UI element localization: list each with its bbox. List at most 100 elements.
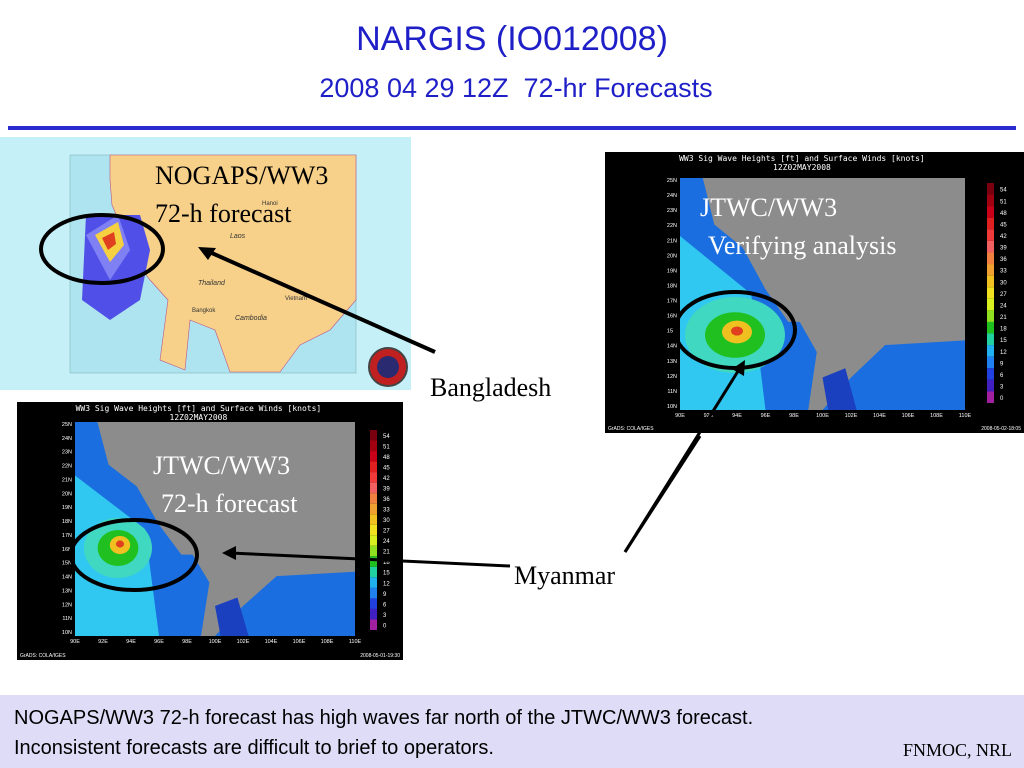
colorbar-label: 42 (1000, 234, 1007, 240)
colorbar-label: 45 (1000, 222, 1007, 228)
colorbar-segment (987, 379, 994, 392)
colorbar-segment (370, 461, 377, 473)
colorbar-label: 36 (1000, 257, 1007, 263)
colorbar-segment (370, 440, 377, 452)
lon-label: 102E (845, 413, 858, 419)
map-label: Hanoi (262, 201, 278, 207)
lon-label: 102E (237, 639, 250, 645)
arrowhead (198, 247, 216, 260)
colorbar-segment (370, 482, 377, 494)
colorbar-label: 12 (1000, 350, 1007, 356)
colorbar-segment (987, 194, 994, 207)
lat-label: 23N (667, 208, 677, 214)
colorbar-label: 42 (383, 476, 390, 482)
colorbar-segment (370, 587, 377, 599)
lon-label: 106E (293, 639, 306, 645)
colorbar-label: 27 (1000, 292, 1007, 298)
panel-label: Verifying analysis (708, 231, 896, 260)
map-label: Bangkok (192, 308, 216, 314)
colorbar-label: 48 (383, 455, 390, 461)
colorbar-label: 36 (383, 497, 390, 503)
lat-label: 21N (62, 477, 72, 483)
slide-subtitle: 2008 04 29 12Z 72-hr Forecasts (319, 73, 712, 103)
colorbar-label: 6 (383, 602, 387, 608)
lon-label: 104E (265, 639, 278, 645)
colorbar-segment (987, 206, 994, 218)
lon-label: 92E (98, 639, 108, 645)
lat-label: 20N (62, 491, 72, 497)
colorbar-label: 15 (383, 571, 390, 577)
lat-label: 10N (62, 630, 72, 636)
colorbar-segment (987, 391, 994, 403)
colorbar-segment (370, 598, 377, 609)
colorbar-label: 48 (1000, 211, 1007, 217)
colorbar-segment (987, 356, 994, 369)
colorbar-label: 18 (383, 560, 390, 566)
lat-label: 11N (62, 616, 72, 622)
lat-label: 11N (667, 389, 677, 395)
land (702, 178, 965, 410)
lat-label: 15N (62, 561, 72, 567)
colorbar-segment (987, 345, 994, 357)
map-label: Cambodia (235, 315, 267, 322)
colorbar-label: 30 (383, 518, 390, 524)
colorbar-segment (987, 368, 994, 380)
highlight-ellipse (69, 518, 199, 592)
colorbar-label: 54 (383, 434, 390, 440)
lat-label: 14N (62, 575, 72, 581)
colorbar-label: 39 (383, 487, 390, 493)
lat-label: 16N (62, 547, 72, 553)
lon-label: 90E (70, 639, 80, 645)
callout-label: Myanmar (514, 561, 615, 590)
colorbar-segment (987, 333, 994, 346)
colorbar-segment (370, 514, 377, 525)
lat-label: 21N (667, 238, 677, 244)
lon-label: 104E (873, 413, 886, 419)
colorbar-segment (987, 275, 994, 288)
lon-label: 98E (789, 413, 799, 419)
colorbar-segment (987, 287, 994, 299)
panel-label: JTWC/WW3 (153, 451, 290, 480)
footer-credit: FNMOC, NRL (903, 740, 1012, 760)
colorbar-label: 24 (1000, 303, 1007, 309)
colorbar-segment (987, 252, 994, 265)
colorbar-segment (370, 608, 377, 620)
lat-label: 13N (62, 588, 72, 594)
colorbar-segment (987, 298, 994, 311)
lat-label: 20N (667, 253, 677, 259)
arrow (204, 248, 436, 354)
colorbar-segment (370, 619, 377, 630)
wave-peak (731, 326, 743, 336)
lon-label: 100E (816, 413, 829, 419)
lat-label: 23N (62, 450, 72, 456)
colorbar-label: 6 (1000, 373, 1004, 379)
colorbar-label: 27 (383, 529, 390, 535)
colorbar-label: 54 (1000, 188, 1007, 194)
footer-box (0, 695, 1024, 768)
plot-footer: 2008-05-02-18:05 (981, 426, 1021, 432)
colorbar-label: 51 (1000, 199, 1007, 205)
lat-label: 12N (667, 374, 677, 380)
colorbar-label: 51 (383, 444, 390, 450)
colorbar-label: 0 (383, 623, 387, 629)
map-label: Vietnam (285, 296, 307, 302)
colorbar-label: 18 (1000, 327, 1007, 333)
lat-label: 18N (62, 519, 72, 525)
colorbar-label: 15 (1000, 338, 1007, 344)
arrow (229, 551, 511, 568)
footer-text: NOGAPS/WW3 72-h forecast has high waves … (14, 707, 753, 729)
colorbar-segment (987, 183, 994, 195)
plot-time: 12Z02MAY2008 (773, 163, 831, 172)
plot-title: WW3 Sig Wave Heights [ft] and Surface Wi… (679, 154, 925, 163)
colorbar-segment (370, 556, 377, 567)
colorbar-label: 33 (383, 508, 390, 514)
lat-label: 13N (667, 359, 677, 365)
colorbar-segment (370, 430, 377, 441)
lat-label: 19N (62, 505, 72, 511)
colorbar-label: 24 (383, 539, 390, 545)
colorbar-label: 9 (1000, 361, 1004, 367)
colorbar-label: 30 (1000, 280, 1007, 286)
lat-label: 16N (667, 314, 677, 320)
lat-label: 12N (62, 602, 72, 608)
arrowhead (732, 360, 745, 376)
